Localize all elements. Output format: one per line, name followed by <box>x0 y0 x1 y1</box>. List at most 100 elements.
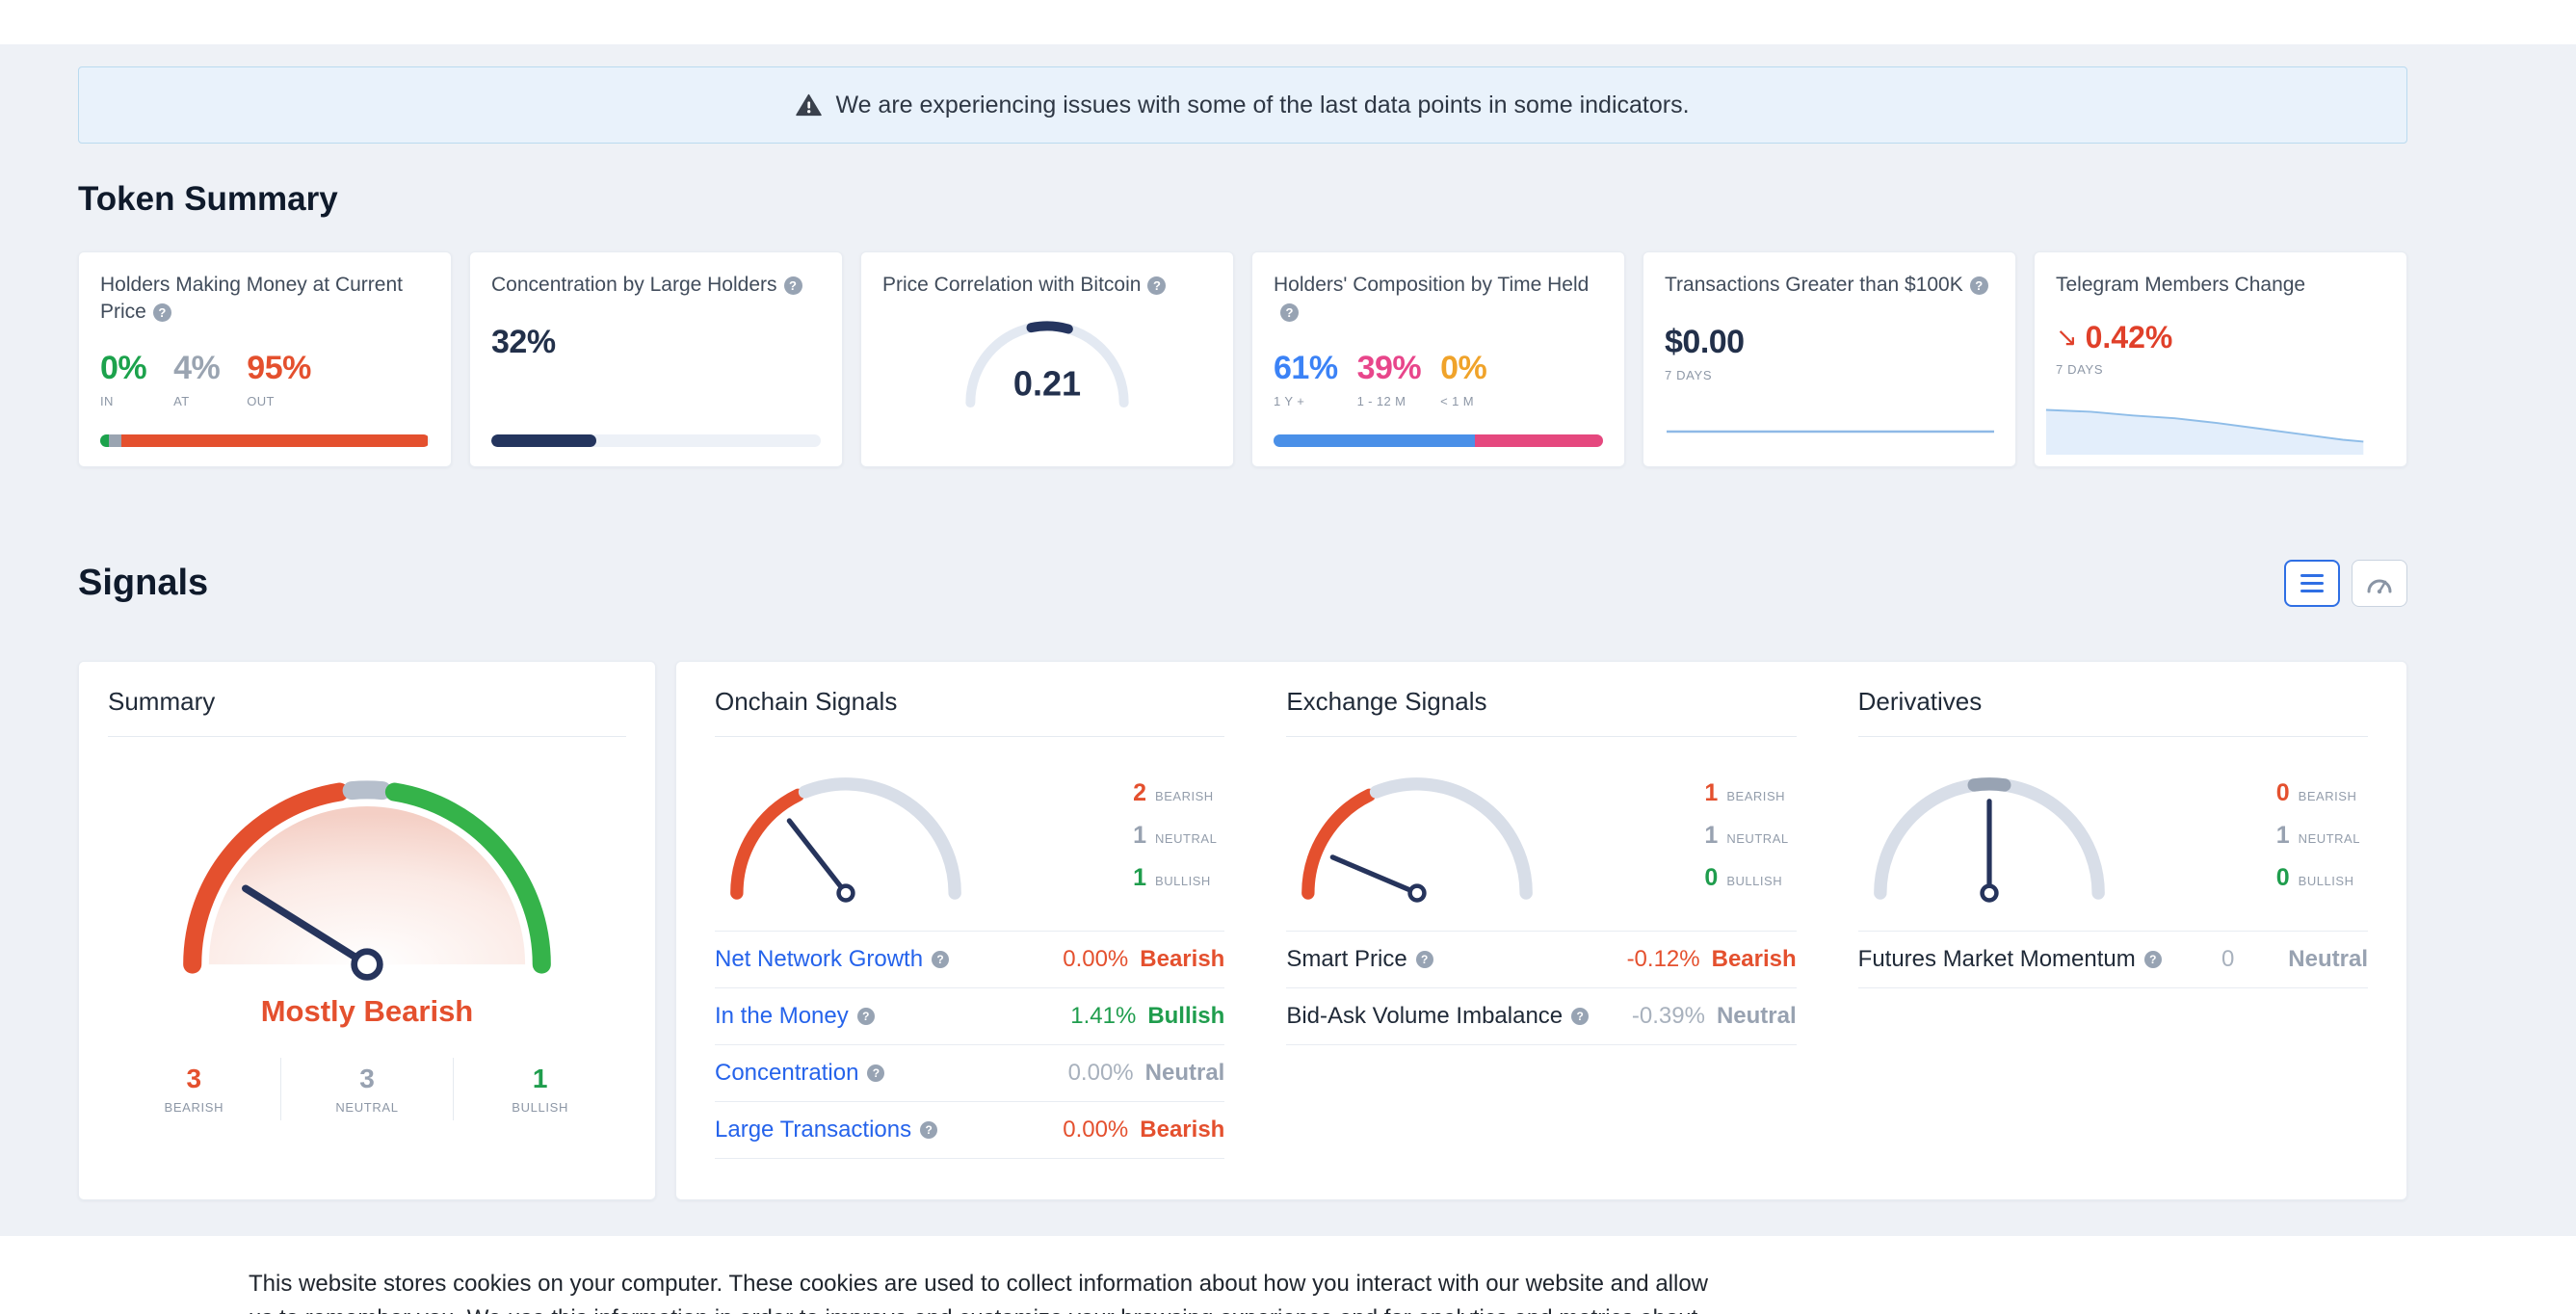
card-telegram-members: Telegram Members Change ↘ 0.42% 7 DAYS <box>2034 251 2407 467</box>
legend-neutral: 1 NEUTRAL <box>1704 822 1789 849</box>
stat-1y-plus: 61% 1 Y + <box>1274 349 1338 408</box>
futures-momentum-label: Futures Market Momentum <box>1857 946 2136 972</box>
exchange-title: Exchange Signals <box>1286 687 1797 737</box>
card-title: Holders' Composition by Time Held <box>1274 272 1603 327</box>
help-icon[interactable] <box>152 303 171 323</box>
in-the-money-link[interactable]: In the Money <box>715 1003 849 1029</box>
summary-verdict: Mostly Bearish <box>260 994 474 1028</box>
row-status: Bullish <box>1147 1003 1225 1029</box>
exchange-gauge <box>1301 777 1534 903</box>
card-title: Price Correlation with Bitcoin <box>882 272 1212 299</box>
row-status: Bearish <box>1140 1117 1225 1143</box>
legend-bullish: 1 BULLISH <box>1133 864 1211 891</box>
help-icon[interactable] <box>783 276 802 295</box>
exchange-gauge-needle <box>1330 854 1420 896</box>
large-transactions-link[interactable]: Large Transactions <box>715 1117 912 1143</box>
count-bearish: 3 BEARISH <box>164 1064 224 1115</box>
transactions-sparkline <box>1667 430 1994 434</box>
derivatives-column: Derivatives 0 BEARISH <box>1857 687 2368 1174</box>
stat-out: 95% OUT <box>247 349 311 408</box>
card-holders-composition: Holders' Composition by Time Held 61% 1 … <box>1251 251 1625 467</box>
telegram-change: ↘ 0.42% <box>2056 320 2385 355</box>
help-icon[interactable] <box>920 1121 938 1139</box>
transactions-period: 7 DAYS <box>1665 368 1713 383</box>
stat-in: 0% IN <box>100 349 147 408</box>
holders-money-stats: 0% IN 4% AT 95% OUT <box>100 350 430 408</box>
correlation-value: 0.21 <box>1013 364 1081 404</box>
card-title: Telegram Members Change <box>2056 274 2306 296</box>
onchain-title: Onchain Signals <box>715 687 1225 737</box>
telegram-sparkline <box>2045 408 2364 455</box>
net-network-growth-link[interactable]: Net Network Growth <box>715 946 924 972</box>
help-icon[interactable] <box>1415 951 1433 968</box>
card-holders-making-money: Holders Making Money at Current Price 0%… <box>78 251 452 467</box>
bar-segment-1-12m <box>1474 434 1603 447</box>
top-white-strip <box>0 0 2576 44</box>
row-value: 0.00% <box>1067 1060 1134 1086</box>
exchange-legend: 1 BEARISH 1 NEUTRAL 0 BULLISH <box>1700 779 1790 892</box>
bar-segment-at <box>108 434 122 447</box>
help-icon[interactable] <box>1571 1008 1590 1025</box>
transactions-value: $0.00 <box>1665 324 1745 361</box>
row-value: -0.39% <box>1631 1003 1705 1029</box>
summary-gauge <box>183 780 551 981</box>
exchange-rows: Smart Price -0.12% Bearish Bid-Ask Volum… <box>1286 931 1797 1045</box>
legend-bearish: 0 BEARISH <box>2275 779 2357 806</box>
legend-neutral: 1 NEUTRAL <box>1133 822 1218 849</box>
correlation-gauge: 0.21 <box>965 321 1129 408</box>
derivatives-legend: 0 BEARISH 1 NEUTRAL 0 BULLISH <box>2273 779 2362 892</box>
telegram-change-value: 0.42% <box>2085 320 2173 355</box>
cookie-line-1: This website stores cookies on your comp… <box>249 1271 1709 1297</box>
gauge-icon <box>2367 579 2392 593</box>
arrow-down-right-icon: ↘ <box>2056 323 2078 353</box>
card-large-transactions: Transactions Greater than $100K $0.00 7 … <box>1643 251 2016 467</box>
row-bid-ask-imbalance: Bid-Ask Volume Imbalance -0.39% Neutral <box>1286 988 1797 1045</box>
row-status: Bearish <box>1711 946 1797 972</box>
card-title: Transactions Greater than $100K <box>1665 272 1994 299</box>
row-value: 0.00% <box>1063 1117 1129 1143</box>
row-status: Neutral <box>1144 1060 1225 1086</box>
exchange-signals-column: Exchange Signals 1 BEARISH <box>1286 687 1797 1174</box>
onchain-signals-column: Onchain Signals 2 BEARISH <box>715 687 1225 1174</box>
correlation-gauge-wrap: 0.21 <box>882 304 1212 412</box>
legend-bearish: 1 BEARISH <box>1704 779 1786 806</box>
exchange-gauge-row: 1 BEARISH 1 NEUTRAL 0 BULLISH <box>1286 737 1796 931</box>
cookie-notice: This website stores cookies on your comp… <box>0 1236 2576 1314</box>
help-icon[interactable] <box>1280 303 1299 323</box>
help-icon[interactable] <box>1147 276 1167 295</box>
list-view-button[interactable] <box>2284 560 2340 607</box>
row-in-the-money: In the Money 1.41% Bullish <box>715 988 1225 1045</box>
card-price-correlation: Price Correlation with Bitcoin 0.21 <box>860 251 1234 467</box>
card-title: Holders Making Money at Current Price <box>100 272 430 327</box>
card-title: Concentration by Large Holders <box>491 272 821 299</box>
row-status: Bearish <box>1140 946 1225 972</box>
help-icon[interactable] <box>1969 276 1988 295</box>
signal-groups-panel: Onchain Signals 2 BEARISH <box>675 661 2407 1200</box>
holders-money-bar <box>100 434 430 447</box>
derivatives-gauge-row: 0 BEARISH 1 NEUTRAL 0 BULLISH <box>1858 737 2368 931</box>
warning-text: We are experiencing issues with some of … <box>835 91 1690 118</box>
help-icon[interactable] <box>932 951 950 968</box>
row-value: 0.00% <box>1063 946 1129 972</box>
concentration-link[interactable]: Concentration <box>715 1060 859 1086</box>
gauge-view-button[interactable] <box>2352 560 2407 607</box>
help-icon[interactable] <box>867 1064 885 1082</box>
row-status: Neutral <box>1716 1003 1797 1029</box>
help-icon[interactable] <box>2143 951 2162 968</box>
bar-segment-out <box>121 434 429 447</box>
card-concentration-large-holders: Concentration by Large Holders 32% <box>469 251 843 467</box>
row-futures-momentum: Futures Market Momentum 0 Neutral <box>1857 932 2368 988</box>
list-icon <box>2300 569 2324 597</box>
summary-gauge-needle <box>242 884 371 968</box>
row-net-network-growth: Net Network Growth 0.00% Bearish <box>715 932 1225 988</box>
derivatives-rows: Futures Market Momentum 0 Neutral <box>1857 931 2368 988</box>
warning-banner: We are experiencing issues with some of … <box>78 66 2407 144</box>
derivatives-title: Derivatives <box>1857 687 2368 737</box>
help-icon[interactable] <box>856 1008 875 1025</box>
onchain-gauge <box>730 777 961 903</box>
row-value: 1.41% <box>1070 1003 1137 1029</box>
composition-bar <box>1274 434 1603 447</box>
signals-title: Signals <box>78 563 209 603</box>
bar-segment-1y <box>1274 434 1475 447</box>
